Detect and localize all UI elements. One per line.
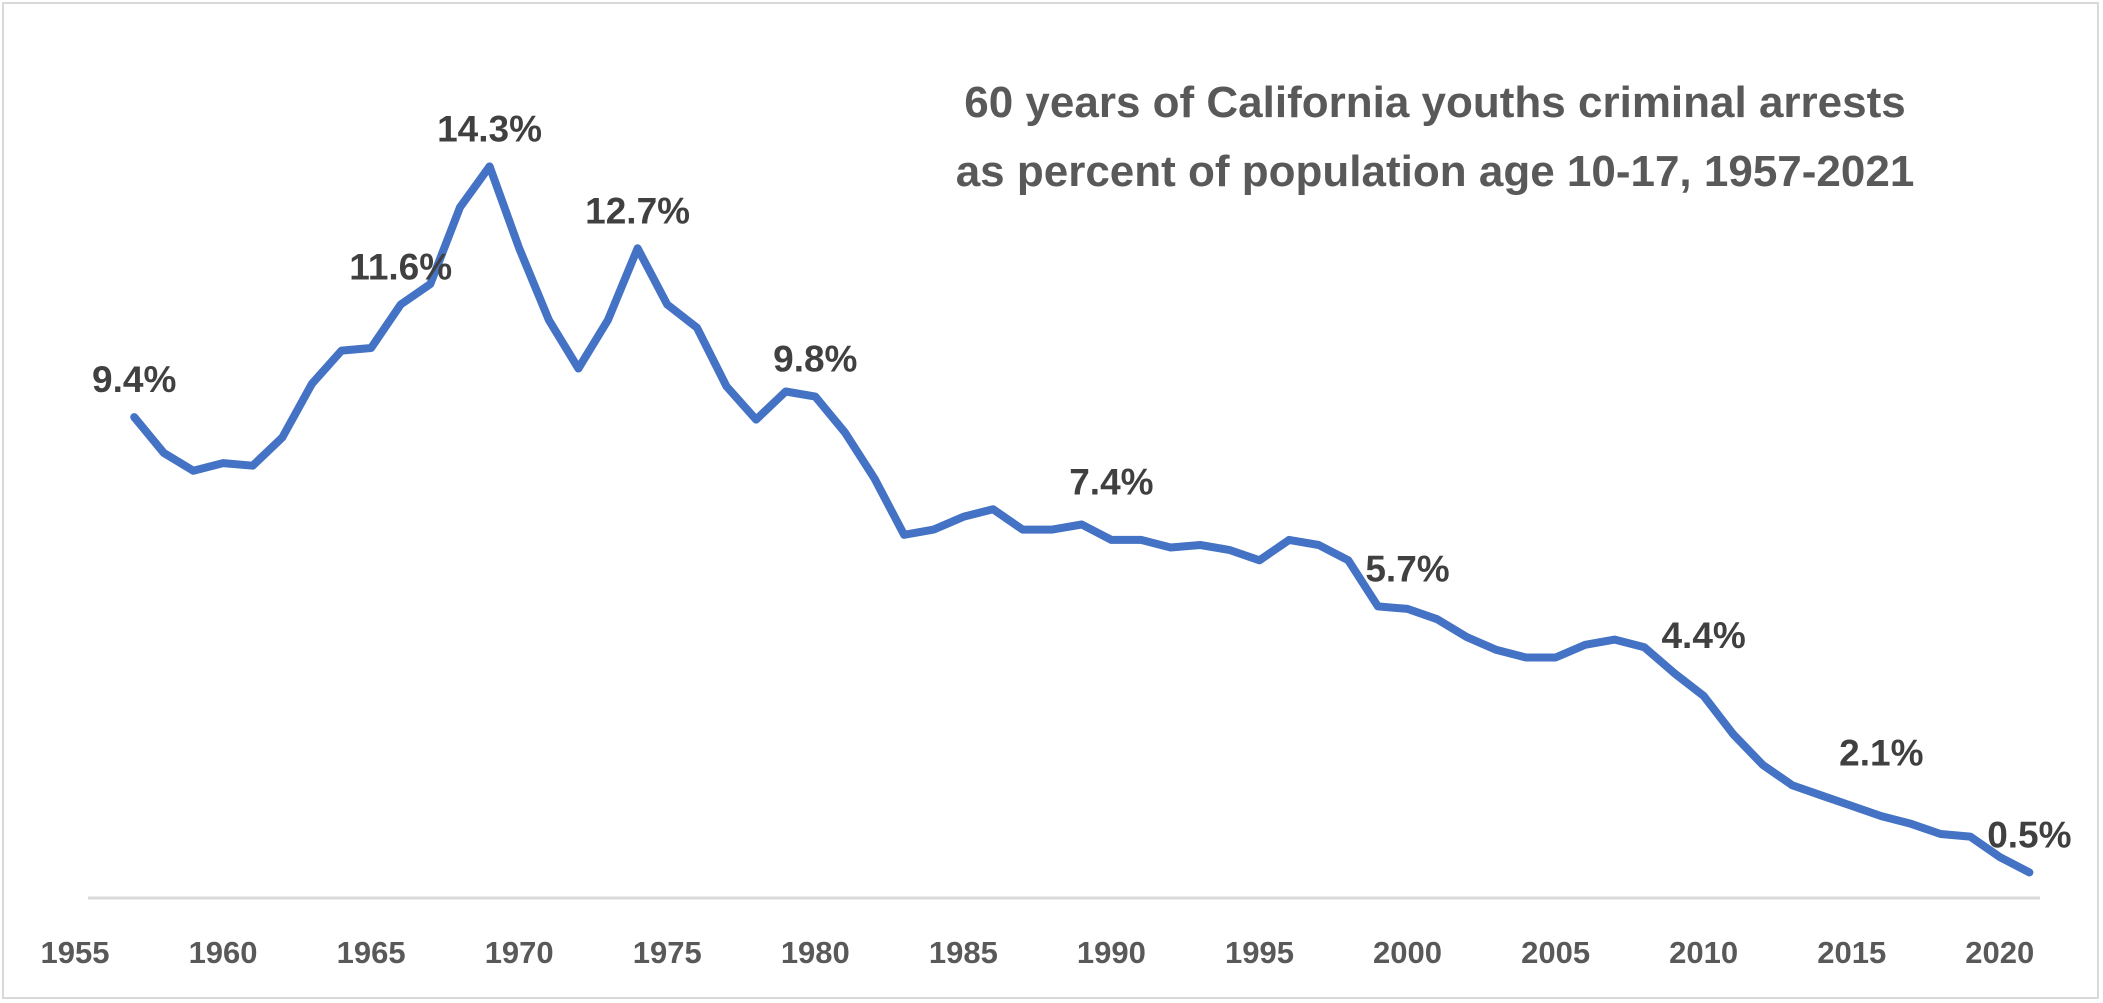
x-tick-label: 2005 [1521, 935, 1590, 970]
data-label: 2.1% [1839, 733, 1923, 774]
data-label: 5.7% [1365, 548, 1449, 589]
data-labels: 9.4% 11.6% 14.3% 12.7% 9.8% 7.4% 5.7% 4.4% 2.1% 0… [92, 108, 2072, 855]
data-label: 7.4% [1069, 461, 1153, 502]
data-label: 0.5% [1987, 814, 2071, 855]
x-tick-label: 2010 [1669, 935, 1738, 970]
data-label: 9.8% [773, 339, 857, 380]
x-tick-label: 2015 [1817, 935, 1886, 970]
x-tick-label: 1995 [1225, 935, 1294, 970]
x-tick-label: 1980 [781, 935, 850, 970]
chart-title-line-1: 60 years of California youths criminal a… [964, 78, 1906, 127]
x-tick-label: 1965 [337, 935, 406, 970]
x-tick-label: 2000 [1373, 935, 1442, 970]
data-label: 4.4% [1661, 615, 1745, 656]
x-tick-label: 1970 [485, 935, 554, 970]
data-label: 9.4% [92, 359, 176, 400]
x-tick-label: 1960 [189, 935, 258, 970]
x-tick-label: 1990 [1077, 935, 1146, 970]
x-tick-label: 1975 [633, 935, 702, 970]
x-tick-label: 1955 [41, 935, 110, 970]
series-line [130, 162, 2034, 877]
x-axis-tick-labels: 1955 1960 1965 1970 1975 1980 1985 1990 1995 2000… [41, 935, 2035, 970]
x-tick-label: 2020 [1965, 935, 2034, 970]
data-label: 14.3% [437, 108, 542, 149]
data-label: 11.6% [349, 247, 452, 288]
chart-title-line-2: as percent of population age 10-17, 1957… [956, 147, 1915, 196]
x-tick-label: 1985 [929, 935, 998, 970]
data-label: 12.7% [585, 190, 690, 231]
